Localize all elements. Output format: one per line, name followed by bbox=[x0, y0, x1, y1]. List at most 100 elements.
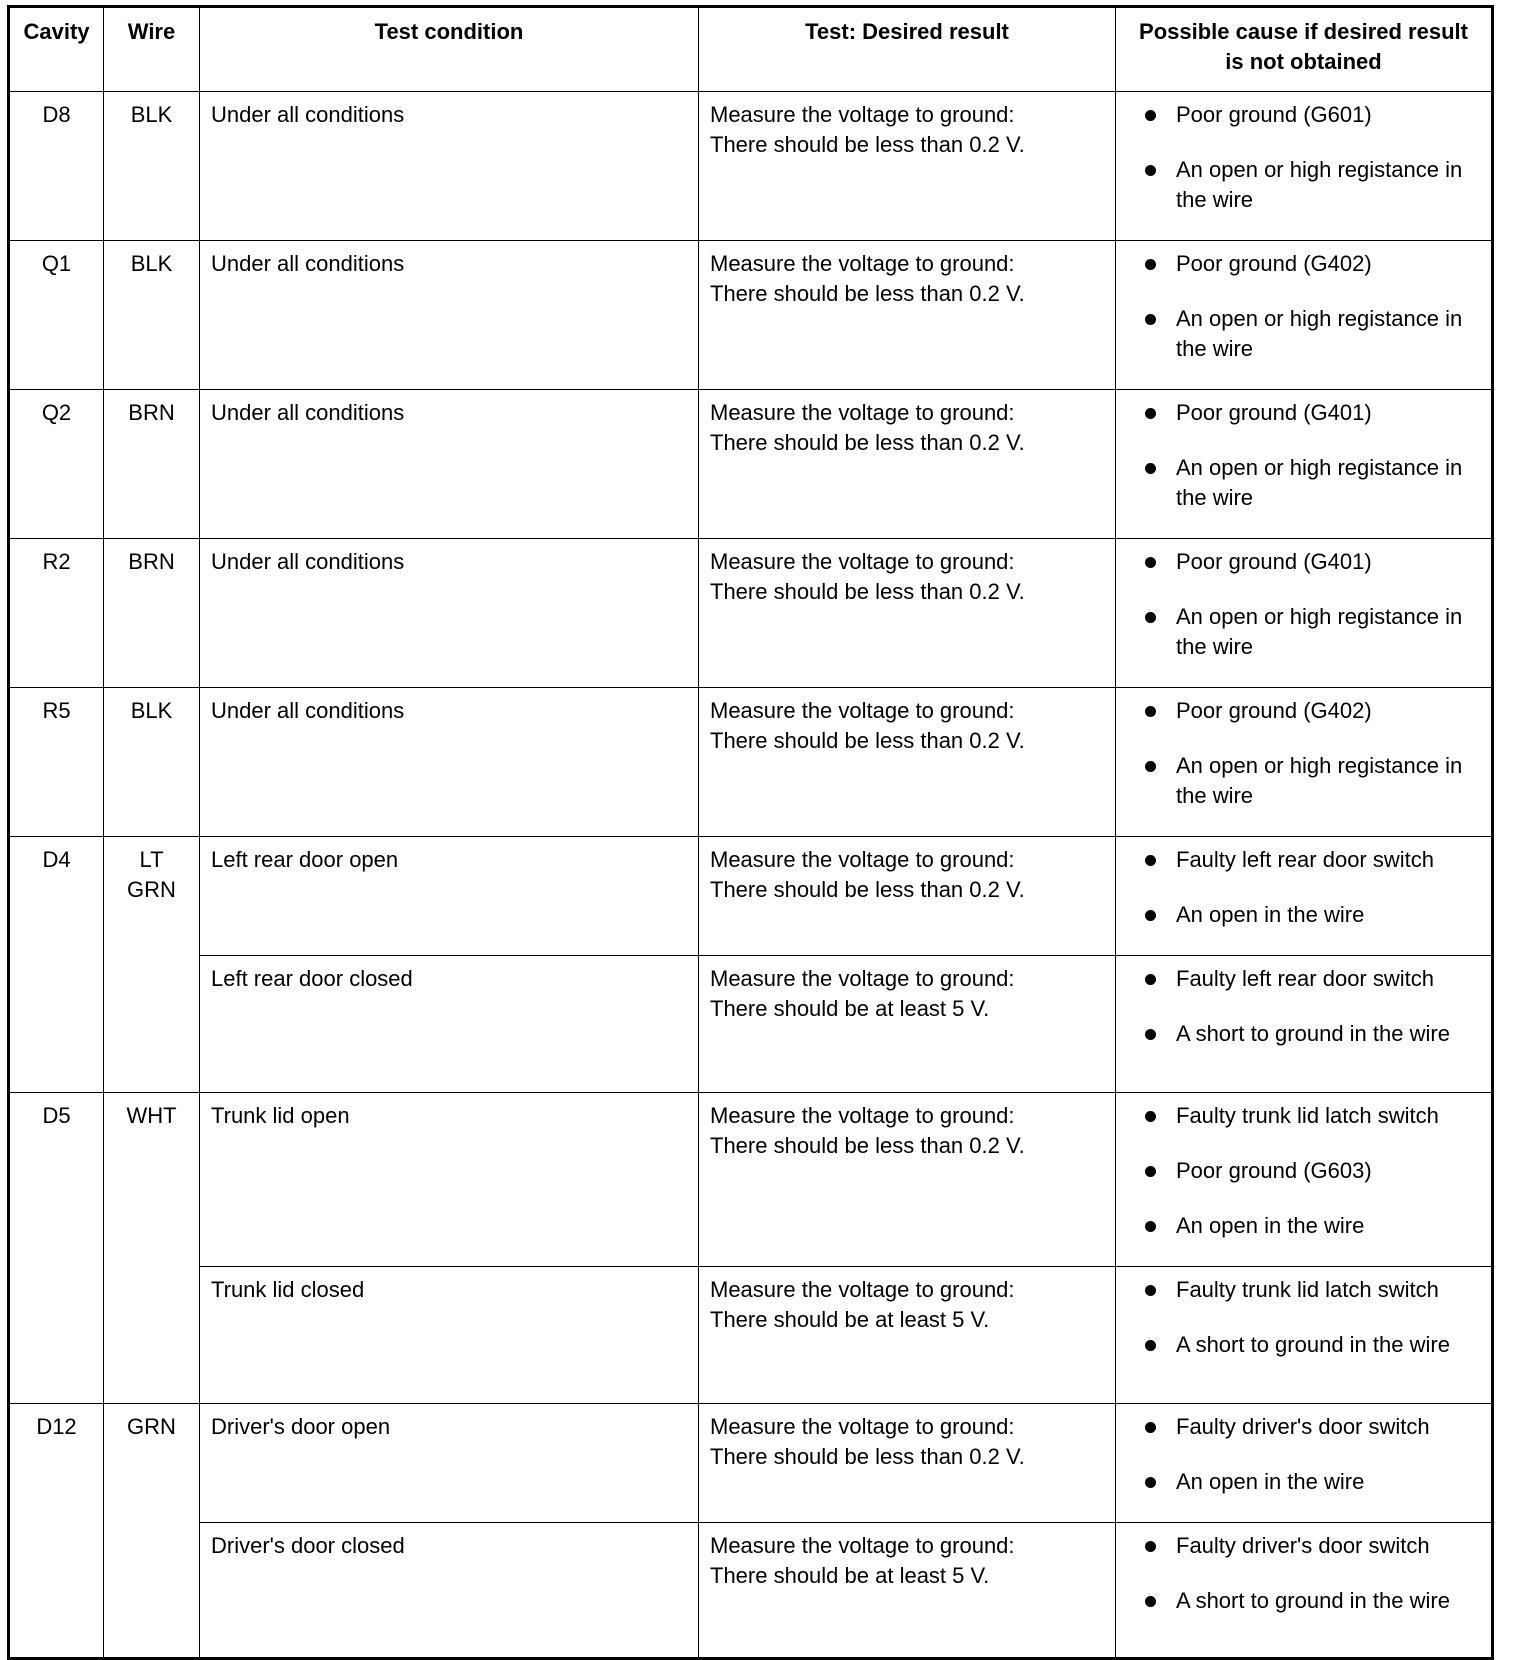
desired-result-cell: Measure the voltage to ground: There shou… bbox=[698, 389, 1116, 539]
result-line: Measure the voltage to ground: bbox=[710, 251, 1015, 276]
table-row: Q1 BLK Under all conditions Measure the vol… bbox=[8, 240, 1493, 390]
cause-item: An open in the wire bbox=[1116, 1211, 1481, 1241]
cavity-cell: D4 bbox=[8, 836, 104, 1093]
header-row: Cavity Wire Test condition Test: Desired… bbox=[8, 6, 1493, 92]
cause-text: Faulty trunk lid latch switch bbox=[1176, 1277, 1439, 1302]
desired-result-cell: Measure the voltage to ground: There shou… bbox=[698, 1092, 1116, 1267]
cause-item: Faulty driver's door switch bbox=[1116, 1531, 1481, 1561]
cavity-cell: Q2 bbox=[8, 389, 104, 539]
desired-result-cell: Measure the voltage to ground: There shou… bbox=[698, 240, 1116, 390]
desired-result-cell: Measure the voltage to ground: There shou… bbox=[698, 1266, 1116, 1404]
cavity-cell: D5 bbox=[8, 1092, 104, 1404]
cause-text: Faulty driver's door switch bbox=[1176, 1533, 1430, 1558]
result-line: There should be less than 0.2 V. bbox=[710, 1133, 1025, 1158]
cause-text: Faulty left rear door switch bbox=[1176, 966, 1434, 991]
cause-text: Poor ground (G402) bbox=[1176, 251, 1372, 276]
desired-result-cell: Measure the voltage to ground: There shou… bbox=[698, 1522, 1116, 1659]
table-row: R5 BLK Under all conditions Measure the vol… bbox=[8, 687, 1493, 837]
cause-text: Poor ground (G603) bbox=[1176, 1158, 1372, 1183]
wire-cell: BRN bbox=[103, 389, 200, 539]
cause-text: Faulty left rear door switch bbox=[1176, 847, 1434, 872]
table-row: Q2 BRN Under all conditions Measure the vol… bbox=[8, 389, 1493, 539]
result-line: There should be less than 0.2 V. bbox=[710, 579, 1025, 604]
wire-cell: LT GRN bbox=[103, 836, 200, 1093]
cause-item: Poor ground (G402) bbox=[1116, 696, 1481, 726]
cause-text: An open or high registance in the wire bbox=[1176, 753, 1463, 808]
test-condition-cell: Trunk lid closed bbox=[199, 1266, 699, 1404]
cause-text: Poor ground (G601) bbox=[1176, 102, 1372, 127]
cause-list: Faulty trunk lid latch switch Poor ground… bbox=[1116, 1093, 1491, 1241]
cause-text: A short to ground in the wire bbox=[1176, 1588, 1450, 1613]
test-condition-cell: Driver's door open bbox=[199, 1403, 699, 1523]
test-condition-cell: Under all conditions bbox=[199, 687, 699, 837]
wire-cell: BLK bbox=[103, 687, 200, 837]
cause-item: An open in the wire bbox=[1116, 900, 1481, 930]
cause-item: An open or high registance in the wire bbox=[1116, 602, 1481, 662]
cavity-cell: D8 bbox=[8, 91, 104, 241]
cause-text: An open in the wire bbox=[1176, 1469, 1365, 1494]
cause-text: An open in the wire bbox=[1176, 902, 1365, 927]
result-line: Measure the voltage to ground: bbox=[710, 1533, 1015, 1558]
possible-cause-cell: Poor ground (G402) An open or high regist… bbox=[1115, 687, 1493, 837]
cause-list: Poor ground (G402) An open or high regist… bbox=[1116, 241, 1491, 364]
cause-list: Faulty left rear door switch An open in t… bbox=[1116, 837, 1491, 930]
header-desired-result: Test: Desired result bbox=[698, 6, 1116, 92]
wire-cell: BRN bbox=[103, 538, 200, 688]
table-row: D8 BLK Under all conditions Measure the vol… bbox=[8, 91, 1493, 241]
possible-cause-cell: Poor ground (G402) An open or high regist… bbox=[1115, 240, 1493, 390]
result-line: There should be less than 0.2 V. bbox=[710, 430, 1025, 455]
result-line: There should be at least 5 V. bbox=[710, 996, 990, 1021]
cause-item: Faulty driver's door switch bbox=[1116, 1412, 1481, 1442]
result-line: There should be at least 5 V. bbox=[710, 1307, 990, 1332]
result-line: Measure the voltage to ground: bbox=[710, 847, 1015, 872]
result-line: Measure the voltage to ground: bbox=[710, 102, 1015, 127]
result-line: Measure the voltage to ground: bbox=[710, 1414, 1015, 1439]
cause-item: An open or high registance in the wire bbox=[1116, 751, 1481, 811]
desired-result-cell: Measure the voltage to ground: There shou… bbox=[698, 1403, 1116, 1523]
cause-item: Poor ground (G601) bbox=[1116, 100, 1481, 130]
cause-text: An open or high registance in the wire bbox=[1176, 157, 1463, 212]
cavity-cell: Q1 bbox=[8, 240, 104, 390]
cavity-cell: R5 bbox=[8, 687, 104, 837]
cause-text: Poor ground (G401) bbox=[1176, 400, 1372, 425]
possible-cause-cell: Faulty trunk lid latch switch A short to … bbox=[1115, 1266, 1493, 1404]
table-row: R2 BRN Under all conditions Measure the vol… bbox=[8, 538, 1493, 688]
table-row: D12 GRN Driver's door open Measure the volt… bbox=[8, 1403, 1493, 1659]
cause-list: Poor ground (G401) An open or high regist… bbox=[1116, 390, 1491, 513]
cause-item: An open or high registance in the wire bbox=[1116, 304, 1481, 364]
desired-result-cell: Measure the voltage to ground: There shou… bbox=[698, 538, 1116, 688]
cavity-cell: D12 bbox=[8, 1403, 104, 1659]
cause-text: Faulty driver's door switch bbox=[1176, 1414, 1430, 1439]
cause-item: Faulty left rear door switch bbox=[1116, 964, 1481, 994]
cause-item: A short to ground in the wire bbox=[1116, 1586, 1481, 1616]
cause-text: A short to ground in the wire bbox=[1176, 1332, 1450, 1357]
cause-list: Faulty driver's door switch An open in th… bbox=[1116, 1404, 1491, 1497]
cause-item: Faulty trunk lid latch switch bbox=[1116, 1275, 1481, 1305]
cause-item: A short to ground in the wire bbox=[1116, 1019, 1481, 1049]
table-row: D5 WHT Trunk lid open Measure the voltage t… bbox=[8, 1092, 1493, 1404]
cause-list: Poor ground (G401) An open or high regist… bbox=[1116, 539, 1491, 662]
possible-cause-cell: Faulty trunk lid latch switch Poor ground… bbox=[1115, 1092, 1493, 1267]
possible-cause-cell: Faulty driver's door switch A short to gr… bbox=[1115, 1522, 1493, 1659]
header-test-condition: Test condition bbox=[199, 6, 699, 92]
cause-item: An open or high registance in the wire bbox=[1116, 155, 1481, 215]
cause-list: Faulty trunk lid latch switch A short to … bbox=[1116, 1267, 1491, 1360]
test-condition-cell: Under all conditions bbox=[199, 91, 699, 241]
desired-result-cell: Measure the voltage to ground: There shou… bbox=[698, 91, 1116, 241]
cause-list: Poor ground (G601) An open or high regist… bbox=[1116, 92, 1491, 215]
test-condition-cell: Left rear door open bbox=[199, 836, 699, 956]
test-condition-cell: Under all conditions bbox=[199, 538, 699, 688]
test-condition-cell: Under all conditions bbox=[199, 240, 699, 390]
table-row: D4 LT GRN Left rear door open Measure the v… bbox=[8, 836, 1493, 1093]
result-line: Measure the voltage to ground: bbox=[710, 400, 1015, 425]
possible-cause-cell: Poor ground (G401) An open or high regist… bbox=[1115, 538, 1493, 688]
possible-cause-cell: Poor ground (G601) An open or high regist… bbox=[1115, 91, 1493, 241]
wire-cell: WHT bbox=[103, 1092, 200, 1404]
cause-text: Poor ground (G402) bbox=[1176, 698, 1372, 723]
result-line: Measure the voltage to ground: bbox=[710, 1277, 1015, 1302]
cause-item: Poor ground (G401) bbox=[1116, 398, 1481, 428]
cause-item: Poor ground (G401) bbox=[1116, 547, 1481, 577]
result-line: There should be less than 0.2 V. bbox=[710, 877, 1025, 902]
cause-text: Poor ground (G401) bbox=[1176, 549, 1372, 574]
wire-cell: GRN bbox=[103, 1403, 200, 1659]
